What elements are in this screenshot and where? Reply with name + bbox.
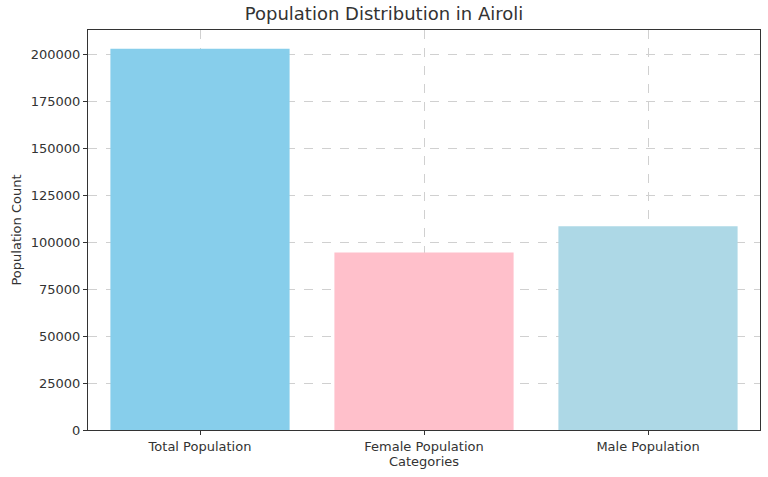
svg-text:Population Count: Population Count	[9, 174, 24, 285]
svg-text:0: 0	[72, 423, 80, 438]
svg-text:50000: 50000	[39, 329, 80, 344]
svg-text:175000: 175000	[31, 94, 81, 109]
svg-text:Male Population: Male Population	[596, 439, 699, 454]
svg-text:Total Population: Total Population	[148, 439, 252, 454]
svg-text:Categories: Categories	[389, 454, 459, 469]
svg-text:25000: 25000	[39, 376, 80, 391]
svg-text:Population Distribution in Air: Population Distribution in Airoli	[245, 3, 524, 24]
svg-text:200000: 200000	[31, 47, 81, 62]
svg-text:75000: 75000	[39, 282, 80, 297]
svg-text:Female Population: Female Population	[364, 439, 483, 454]
svg-text:125000: 125000	[31, 188, 81, 203]
svg-text:100000: 100000	[31, 235, 81, 250]
svg-text:150000: 150000	[31, 141, 81, 156]
